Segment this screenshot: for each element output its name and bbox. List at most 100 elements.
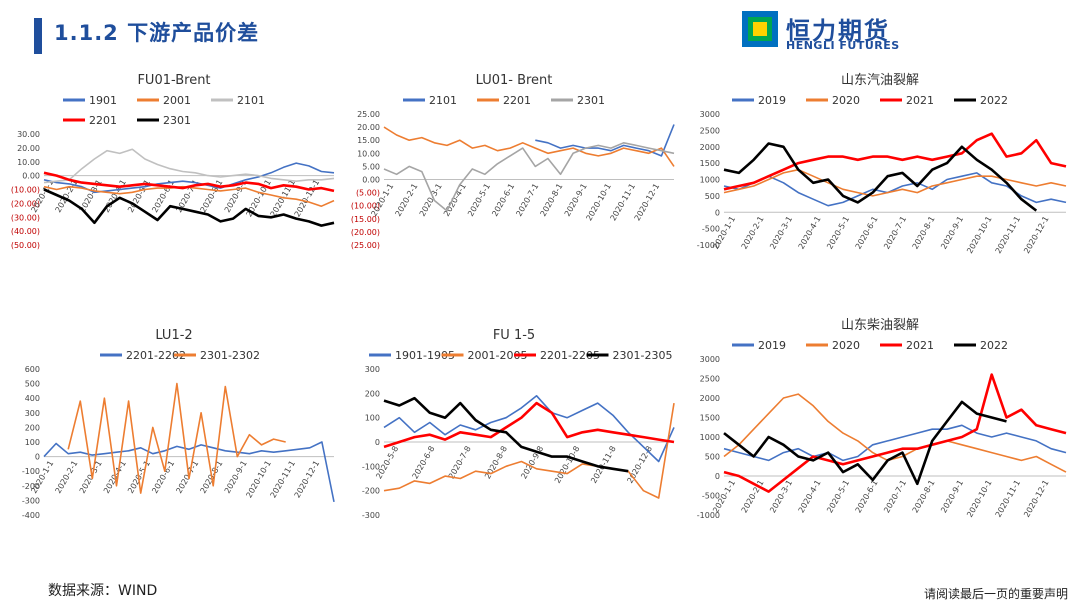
y-tick-label: 1500 (700, 159, 720, 168)
y-tick-label: 10.00 (357, 149, 380, 158)
series-line-2021 (723, 132, 1067, 191)
series-line-2022 (723, 142, 1038, 212)
chart-fu01-brent: FU01-Brent 1901 2001 2101 2201 2301 30.00 20.00… (4, 70, 344, 305)
chart-lu1-2: LU1-2 2201-2202 2301-2302 600 500 400 300 200 10… (4, 325, 344, 575)
y-tick-label: 15.00 (357, 136, 380, 145)
series-line-2201 (383, 126, 675, 167)
legend-label-2201-2202: 2201-2202 (126, 349, 186, 362)
legend-label-2301-2302: 2301-2302 (200, 349, 260, 362)
y-tick-label: 30.00 (17, 130, 40, 139)
x-tick-label: 2020-7-1 (882, 479, 908, 515)
y-tick-label: 0.00 (362, 176, 380, 185)
x-tick-label: 2020-8-8 (483, 445, 509, 481)
x-tick-label: 2020-6-1 (854, 479, 880, 515)
x-tick-label: 2020-9-1 (939, 479, 965, 515)
y-tick-label: (10.00) (11, 186, 40, 195)
logo-text-cn: 恒力期货 (786, 17, 890, 45)
y-tick-label: 500 (705, 192, 720, 201)
x-tick-label: 2020-2-1 (54, 459, 80, 495)
series-line-2101 (535, 124, 675, 157)
x-tick-label: 2020-3-1 (768, 479, 794, 515)
y-tick-label: 0 (715, 208, 720, 217)
y-tick-label: (10.00) (351, 202, 380, 211)
x-tick-label: 2020-5-1 (466, 182, 492, 218)
y-tick-label: (20.00) (351, 228, 380, 237)
legend-label-2101: 2101 (237, 94, 265, 107)
chart-title: 山东汽油裂解 (841, 73, 919, 88)
legend-label-2021: 2021 (906, 94, 934, 107)
series-line-1901-1905 (383, 395, 675, 463)
y-tick-label: 20.00 (17, 144, 40, 153)
y-tick-label: -200 (22, 482, 40, 491)
y-tick-label: 0.00 (22, 172, 40, 181)
x-tick-label: 2020-1-1 (29, 178, 55, 214)
chart-svg: FU 1-5 1901-1905 2001-2005 2201-2205 2301-23… (362, 328, 675, 520)
x-tick-label: 2020-1-1 (369, 182, 395, 218)
y-tick-label: -300 (362, 511, 380, 520)
y-tick-label: (20.00) (11, 199, 40, 208)
y-tick-label: -200 (362, 487, 380, 496)
chart-svg: 山东柴油裂解 2019 2020 2021 2022 3000 2500 2000 1500 10… (697, 318, 1067, 520)
series-line-2022 (723, 400, 1007, 486)
x-tick-label: 2020-7-1 (882, 215, 908, 251)
chart-lu01-brent: LU01- Brent 2101 2201 2301 25.00 20.00 15.00 10… (344, 70, 684, 305)
x-tick-label: 2020-5-1 (825, 215, 851, 251)
y-tick-label: 1000 (700, 433, 720, 442)
y-tick-label: 2500 (700, 375, 720, 384)
series-line-1901 (43, 162, 335, 194)
x-tick-label: 2020-12-1 (1022, 215, 1050, 255)
series-line-2019 (723, 172, 1067, 207)
x-tick-label: 2020-4-1 (797, 215, 823, 251)
series-line-2020 (723, 393, 1067, 473)
y-tick-label: 5.00 (362, 162, 380, 171)
y-tick-label: (40.00) (11, 227, 40, 236)
x-tick-label: 2020-6-1 (854, 215, 880, 251)
series-line-2021 (723, 373, 1067, 493)
y-tick-label: 2500 (700, 126, 720, 135)
y-tick-label: 300 (365, 365, 380, 374)
x-tick-label: 2020-12-1 (633, 182, 661, 222)
chart-shandong-gasoline: 山东汽油裂解 2019 2020 2021 2022 3000 2500 2000 1500 10… (684, 70, 1076, 305)
y-tick-label: (15.00) (351, 215, 380, 224)
x-tick-label: 2020-1-1 (29, 459, 55, 495)
y-tick-label: -1000 (697, 241, 720, 250)
series-line-2301 (383, 142, 675, 212)
y-tick-label: 100 (365, 414, 380, 423)
data-source-note: 数据来源：WIND (48, 583, 158, 599)
x-tick-label: 2020-11-1 (994, 479, 1022, 519)
y-tick-label: -100 (362, 462, 380, 471)
x-tick-label: 2020-8-1 (911, 479, 937, 515)
legend-label-2301-2305: 2301-2305 (613, 349, 673, 362)
x-tick-label: 2020-7-1 (514, 182, 540, 218)
y-tick-label: 1000 (700, 176, 720, 185)
y-tick-label: 10.00 (17, 158, 40, 167)
legend-label-2019: 2019 (758, 94, 786, 107)
x-tick-label: 2020-8-1 (539, 182, 565, 218)
x-tick-label: 2020-10-1 (965, 215, 993, 255)
y-tick-label: -500 (702, 225, 720, 234)
y-tick-label: 400 (25, 394, 40, 403)
page-title: 1.1.2 下游产品价差 (54, 21, 260, 45)
legend-label-2201: 2201 (503, 94, 531, 107)
chart-title: 山东柴油裂解 (841, 318, 919, 333)
x-tick-label: 2020-11-1 (994, 215, 1022, 255)
x-tick-label: 2020-10-8 (553, 445, 581, 485)
x-tick-label: 2020-9-1 (939, 215, 965, 251)
legend-label-2301: 2301 (163, 114, 191, 127)
x-tick-label: 2020-9-1 (563, 182, 589, 218)
chart-title: LU01- Brent (476, 73, 553, 88)
series-line-2301-2302 (67, 382, 286, 494)
y-tick-label: 200 (365, 389, 380, 398)
series-line-2019 (723, 424, 1067, 462)
x-tick-label: 2020-6-1 (490, 182, 516, 218)
y-tick-label: 500 (25, 380, 40, 389)
series-line-2201 (43, 171, 335, 193)
y-tick-label: 20.00 (357, 123, 380, 132)
legend-label-2020: 2020 (832, 94, 860, 107)
y-tick-label: 0 (375, 438, 380, 447)
x-tick-label: 2020-6-8 (411, 445, 437, 481)
series-line-2020 (723, 168, 1067, 197)
legend-label-2022: 2022 (980, 94, 1008, 107)
disclaimer-note: 请阅读最后一页的重要声明 (923, 587, 1068, 601)
x-tick-label: 2020-3-1 (418, 182, 444, 218)
